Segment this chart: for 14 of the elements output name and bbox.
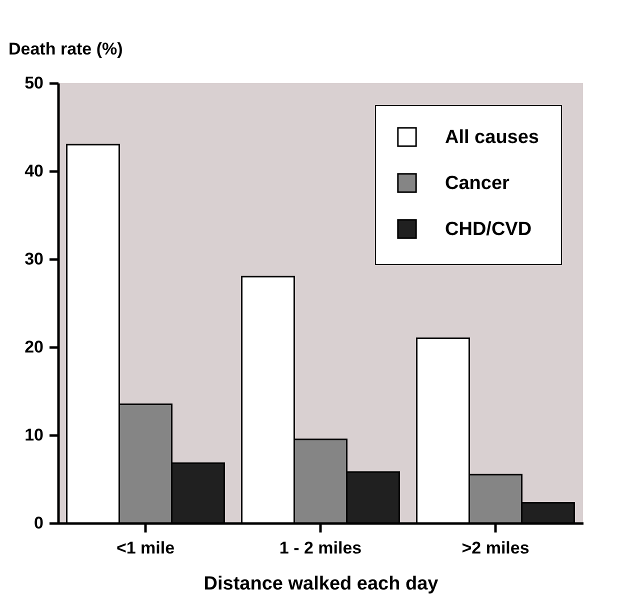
x-tick-label: 1 - 2 miles: [279, 538, 362, 558]
y-axis-title: Death rate (%): [8, 40, 123, 58]
legend-label: All causes: [445, 127, 539, 148]
y-tick-label: 40: [24, 162, 44, 180]
y-tick-label: 50: [24, 74, 44, 92]
legend-label: Cancer: [445, 173, 510, 194]
y-tick-label: 10: [24, 426, 44, 444]
x-axis-title: Distance walked each day: [204, 574, 439, 594]
y-tick-label: 20: [24, 338, 44, 356]
y-tick-label: 0: [34, 514, 44, 532]
legend-label: CHD/CVD: [445, 219, 532, 240]
y-tick-label: 30: [24, 250, 44, 268]
x-tick-label: >2 miles: [462, 538, 530, 558]
x-tick-label: <1 mile: [116, 538, 175, 558]
